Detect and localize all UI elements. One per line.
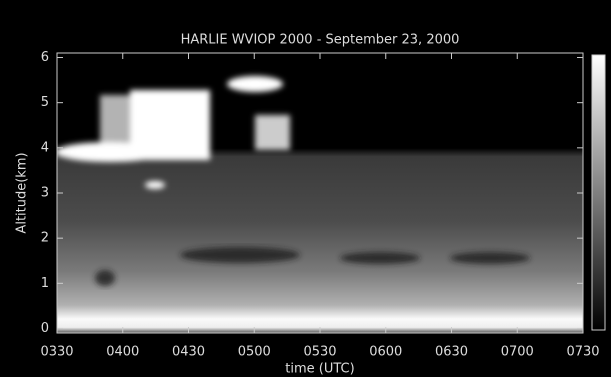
y-tick-label: 3 [41, 186, 49, 201]
x-tick-label: 0330 [40, 345, 73, 360]
x-tick-label: 0700 [501, 345, 534, 360]
x-tick-label: 0500 [238, 345, 271, 360]
x-tick-label: 0600 [369, 345, 402, 360]
y-tick-label: 0 [41, 321, 49, 336]
y-tick-label: 6 [41, 50, 49, 65]
y-tick-label: 5 [41, 95, 49, 110]
x-tick-label: 0730 [566, 345, 599, 360]
y-axis-title: Altitude(km) [15, 152, 30, 233]
x-axis-title: time (UTC) [285, 362, 354, 377]
chart-title: HARLIE WVIOP 2000 - September 23, 2000 [181, 33, 460, 48]
colorbar [592, 55, 605, 330]
y-tick-label: 1 [41, 276, 49, 291]
x-tick-label: 0630 [435, 345, 468, 360]
y-tick-label: 4 [41, 140, 49, 155]
x-tick-label: 0430 [172, 345, 205, 360]
y-tick-label: 2 [41, 231, 49, 246]
chart: HARLIE WVIOP 2000 - September 23, 2000 t… [0, 0, 611, 377]
x-tick-label: 0530 [303, 345, 336, 360]
lidar-image [55, 53, 583, 333]
x-tick-label: 0400 [106, 345, 139, 360]
